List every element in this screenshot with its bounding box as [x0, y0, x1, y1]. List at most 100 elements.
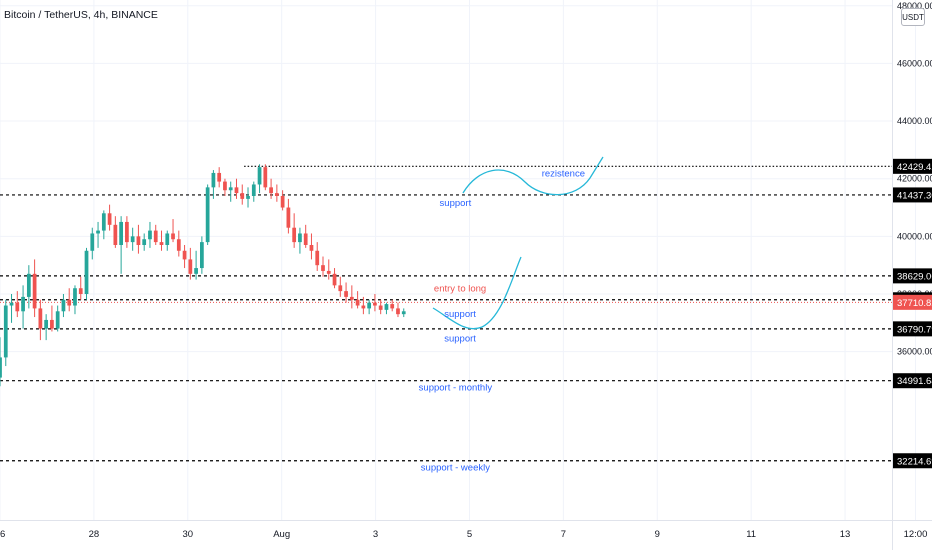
candle [367, 299, 372, 315]
candle [396, 302, 400, 318]
candle [378, 299, 383, 315]
level-label-text: 42429.42 [897, 162, 932, 173]
annotation-label: support - weekly [421, 462, 490, 473]
time-tick-label: 5 [467, 529, 472, 540]
candle [223, 178, 227, 196]
level-price-label: 36790.79 [893, 321, 932, 337]
candle-body [298, 233, 302, 243]
candle [32, 259, 37, 318]
candle [338, 276, 343, 297]
price-tick-label: 48000.00 [897, 1, 932, 11]
candle [246, 187, 250, 208]
candle [384, 302, 389, 315]
candle [274, 184, 279, 202]
candle-body [142, 239, 147, 245]
candle [280, 190, 285, 211]
level-price-label: 34991.64 [893, 373, 932, 389]
candle [44, 314, 49, 341]
price-tick-label: 46000.00 [897, 58, 932, 68]
candle-body [349, 296, 354, 300]
candle-body [61, 299, 66, 312]
candle-body [367, 302, 372, 309]
currency-button[interactable]: USDT [901, 8, 925, 26]
candle-body [73, 288, 77, 306]
candle-body [159, 242, 164, 245]
price-tick-label: 44000.00 [897, 116, 932, 126]
candle [67, 288, 72, 312]
candle [78, 276, 83, 300]
candle [355, 291, 360, 309]
candle [315, 242, 320, 271]
candle-body [78, 288, 83, 294]
level-price-label: 38629.06 [893, 268, 932, 284]
candle-body [26, 273, 31, 297]
candle [234, 178, 239, 199]
candle [257, 164, 262, 194]
level-label-bg [893, 294, 932, 310]
candle-body [9, 302, 14, 306]
time-tick-label: 28 [89, 529, 100, 540]
time-tick-label: 7 [561, 529, 566, 540]
candle-body [171, 233, 175, 240]
candles [0, 164, 406, 387]
candle [55, 305, 60, 332]
candle [38, 299, 43, 341]
level-label-bg [893, 373, 932, 389]
candle-body [396, 308, 400, 315]
candle-body [280, 196, 285, 208]
candle [171, 219, 175, 243]
candle-body [55, 311, 60, 329]
candle [73, 285, 77, 315]
candle-body [182, 250, 187, 260]
candle-body [217, 172, 222, 182]
candle-body [228, 187, 233, 191]
candle-body [176, 239, 181, 251]
candle-body [15, 302, 20, 312]
candle-body [153, 230, 158, 243]
annotations: support rezistence entry to long support sup… [419, 168, 585, 473]
level-label-bg [893, 321, 932, 337]
candle [119, 216, 123, 274]
candle [199, 236, 204, 274]
candle [136, 224, 141, 254]
candle-body [3, 305, 8, 358]
candle-body [199, 242, 204, 269]
candle-body [274, 193, 279, 196]
level-price-label: 42429.42 [893, 158, 932, 174]
candle-body [130, 236, 135, 243]
candle [182, 245, 187, 269]
candle-body [401, 311, 406, 315]
candle [303, 224, 308, 248]
candle [165, 230, 170, 251]
time-tick-label: Aug [273, 529, 290, 540]
candle [159, 230, 164, 251]
level-label-text: 32214.69 [897, 456, 932, 467]
candle-body [50, 319, 54, 329]
candle-body [338, 285, 343, 292]
candle-body [101, 213, 106, 231]
candle-body [107, 213, 112, 225]
candle-body [292, 227, 297, 243]
candle-body [125, 221, 129, 243]
price-tick-label: 36000.00 [897, 347, 932, 357]
time-axis: 26 28 30 Aug 3 5 7 9 11 13 12:00 [0, 520, 932, 540]
level-price-label: 32214.69 [893, 453, 932, 469]
candle-body [373, 302, 377, 306]
candle-body [32, 273, 37, 309]
candle [26, 265, 31, 309]
level-label-bg [893, 453, 932, 469]
level-label-text: 38629.06 [897, 271, 932, 282]
grid [0, 0, 916, 520]
candle-body [188, 259, 193, 274]
candle [217, 167, 222, 188]
candle-body [257, 167, 262, 185]
candle [240, 184, 245, 205]
candle [188, 247, 193, 280]
candle-body [321, 265, 325, 271]
candle [3, 299, 8, 367]
candle [0, 337, 2, 387]
time-tick-label: 30 [183, 529, 194, 540]
chart-title: Bitcoin / TetherUS, 4h, BINANCE [4, 9, 158, 21]
candle [107, 204, 112, 231]
